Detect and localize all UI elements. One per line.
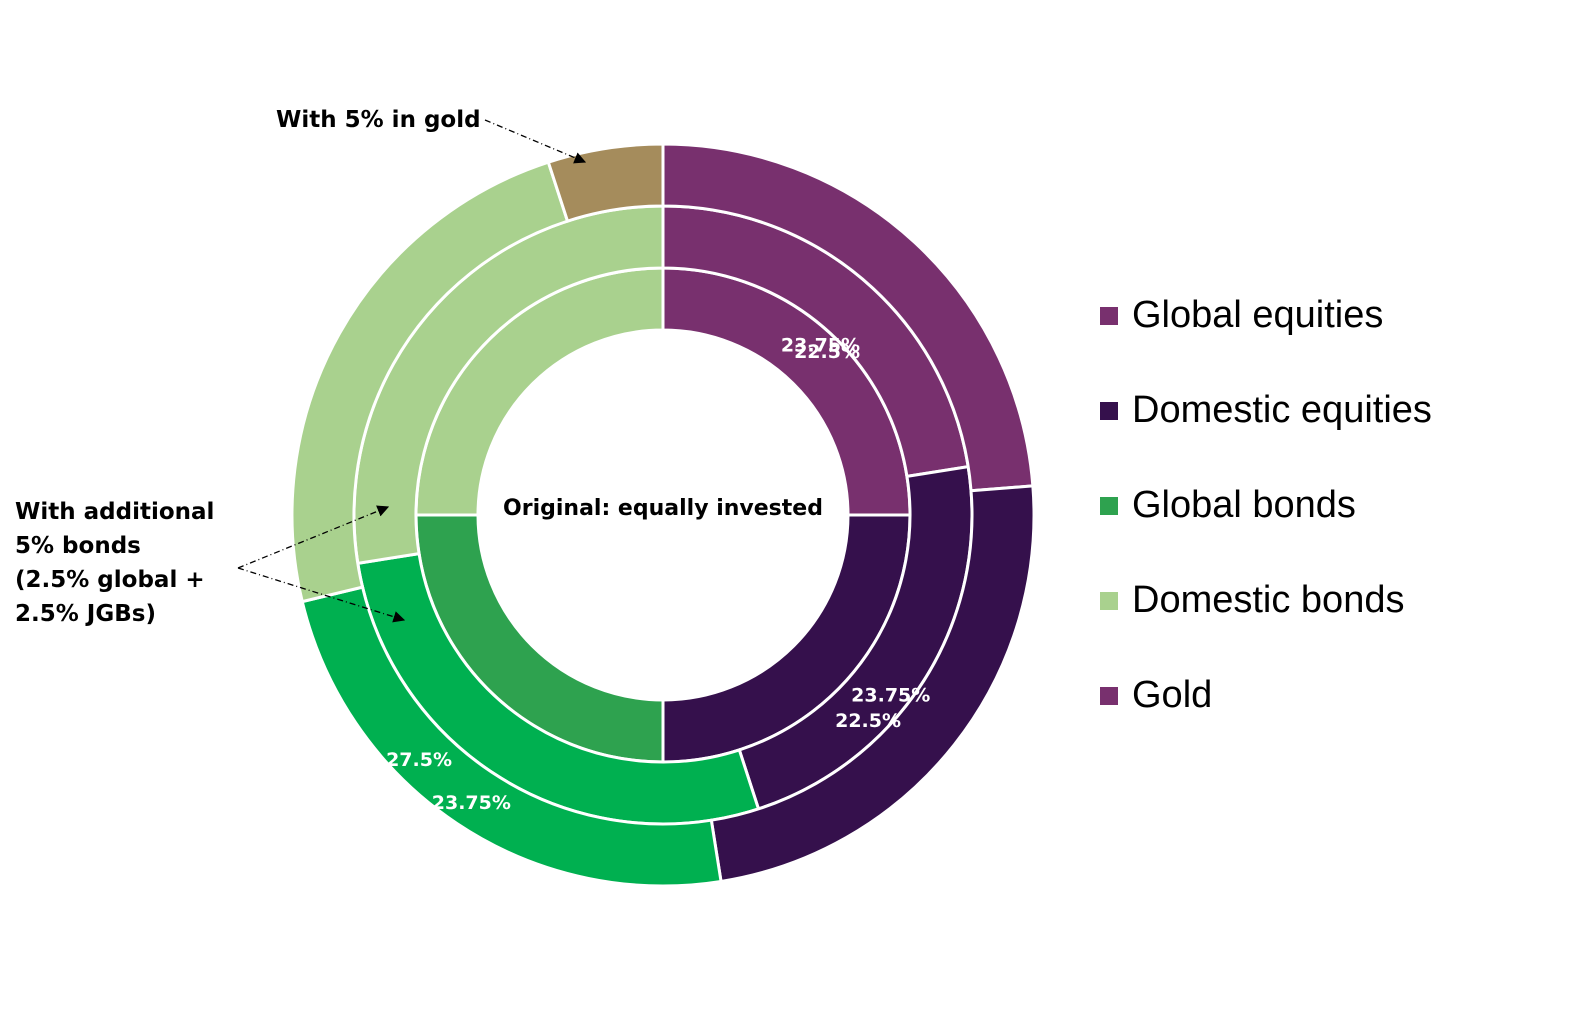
center-label: Original: equally invested (503, 496, 823, 521)
legend: Global equities Domestic equities Global… (1100, 268, 1432, 743)
data-label-ring1-domestic-equities: 22.5% (835, 710, 901, 732)
legend-swatch (1100, 401, 1118, 420)
legend-swatch (1100, 306, 1118, 325)
data-label-ring3-domestic-equities: 23.75% (851, 685, 930, 707)
data-label-ring3-gold: 5.00% (0, 0, 33, 5)
legend-swatch (1100, 496, 1118, 515)
data-label-ring3-domestic-bonds: 23.75% (0, 0, 40, 5)
gold-arrow (484, 119, 587, 164)
legend-label: Gold (1132, 674, 1213, 716)
rings-group (290, 142, 1036, 888)
legend-item-domestic-equities: Domestic equities (1100, 363, 1432, 458)
ring-labels-group: 22.5%22.5%27.5%27.5%23.75%23.75%23.75%23… (0, 0, 930, 814)
legend-label: Global equities (1132, 294, 1384, 336)
legend-item-global-equities: Global equities (1100, 268, 1432, 363)
legend-label: Domestic equities (1132, 389, 1432, 431)
legend-label: Global bonds (1132, 484, 1356, 526)
legend-item-domestic-bonds: Domestic bonds (1100, 553, 1432, 648)
legend-swatch (1100, 686, 1118, 705)
bonds-arrow-lower (237, 567, 406, 623)
gold-annotation: With 5% in gold (276, 107, 481, 133)
legend-label: Domestic bonds (1132, 579, 1405, 621)
data-label-ring1-global-bonds: 27.5% (386, 749, 452, 771)
legend-swatch (1100, 591, 1118, 610)
data-label-ring1-global-equities: 22.5% (794, 341, 860, 363)
legend-item-global-bonds: Global bonds (1100, 458, 1432, 553)
data-label-ring3-global-equities: 23.75% (781, 335, 860, 357)
bonds-arrow-upper (237, 505, 390, 569)
annotation-arrows (237, 119, 587, 623)
data-label-ring3-global-bonds: 23.75% (432, 792, 511, 814)
data-label-ring1-domestic-bonds: 27.5% (0, 0, 33, 5)
legend-item-gold: Gold (1100, 648, 1432, 743)
bonds-annotation: With additional 5% bonds (2.5% global + … (15, 499, 215, 627)
